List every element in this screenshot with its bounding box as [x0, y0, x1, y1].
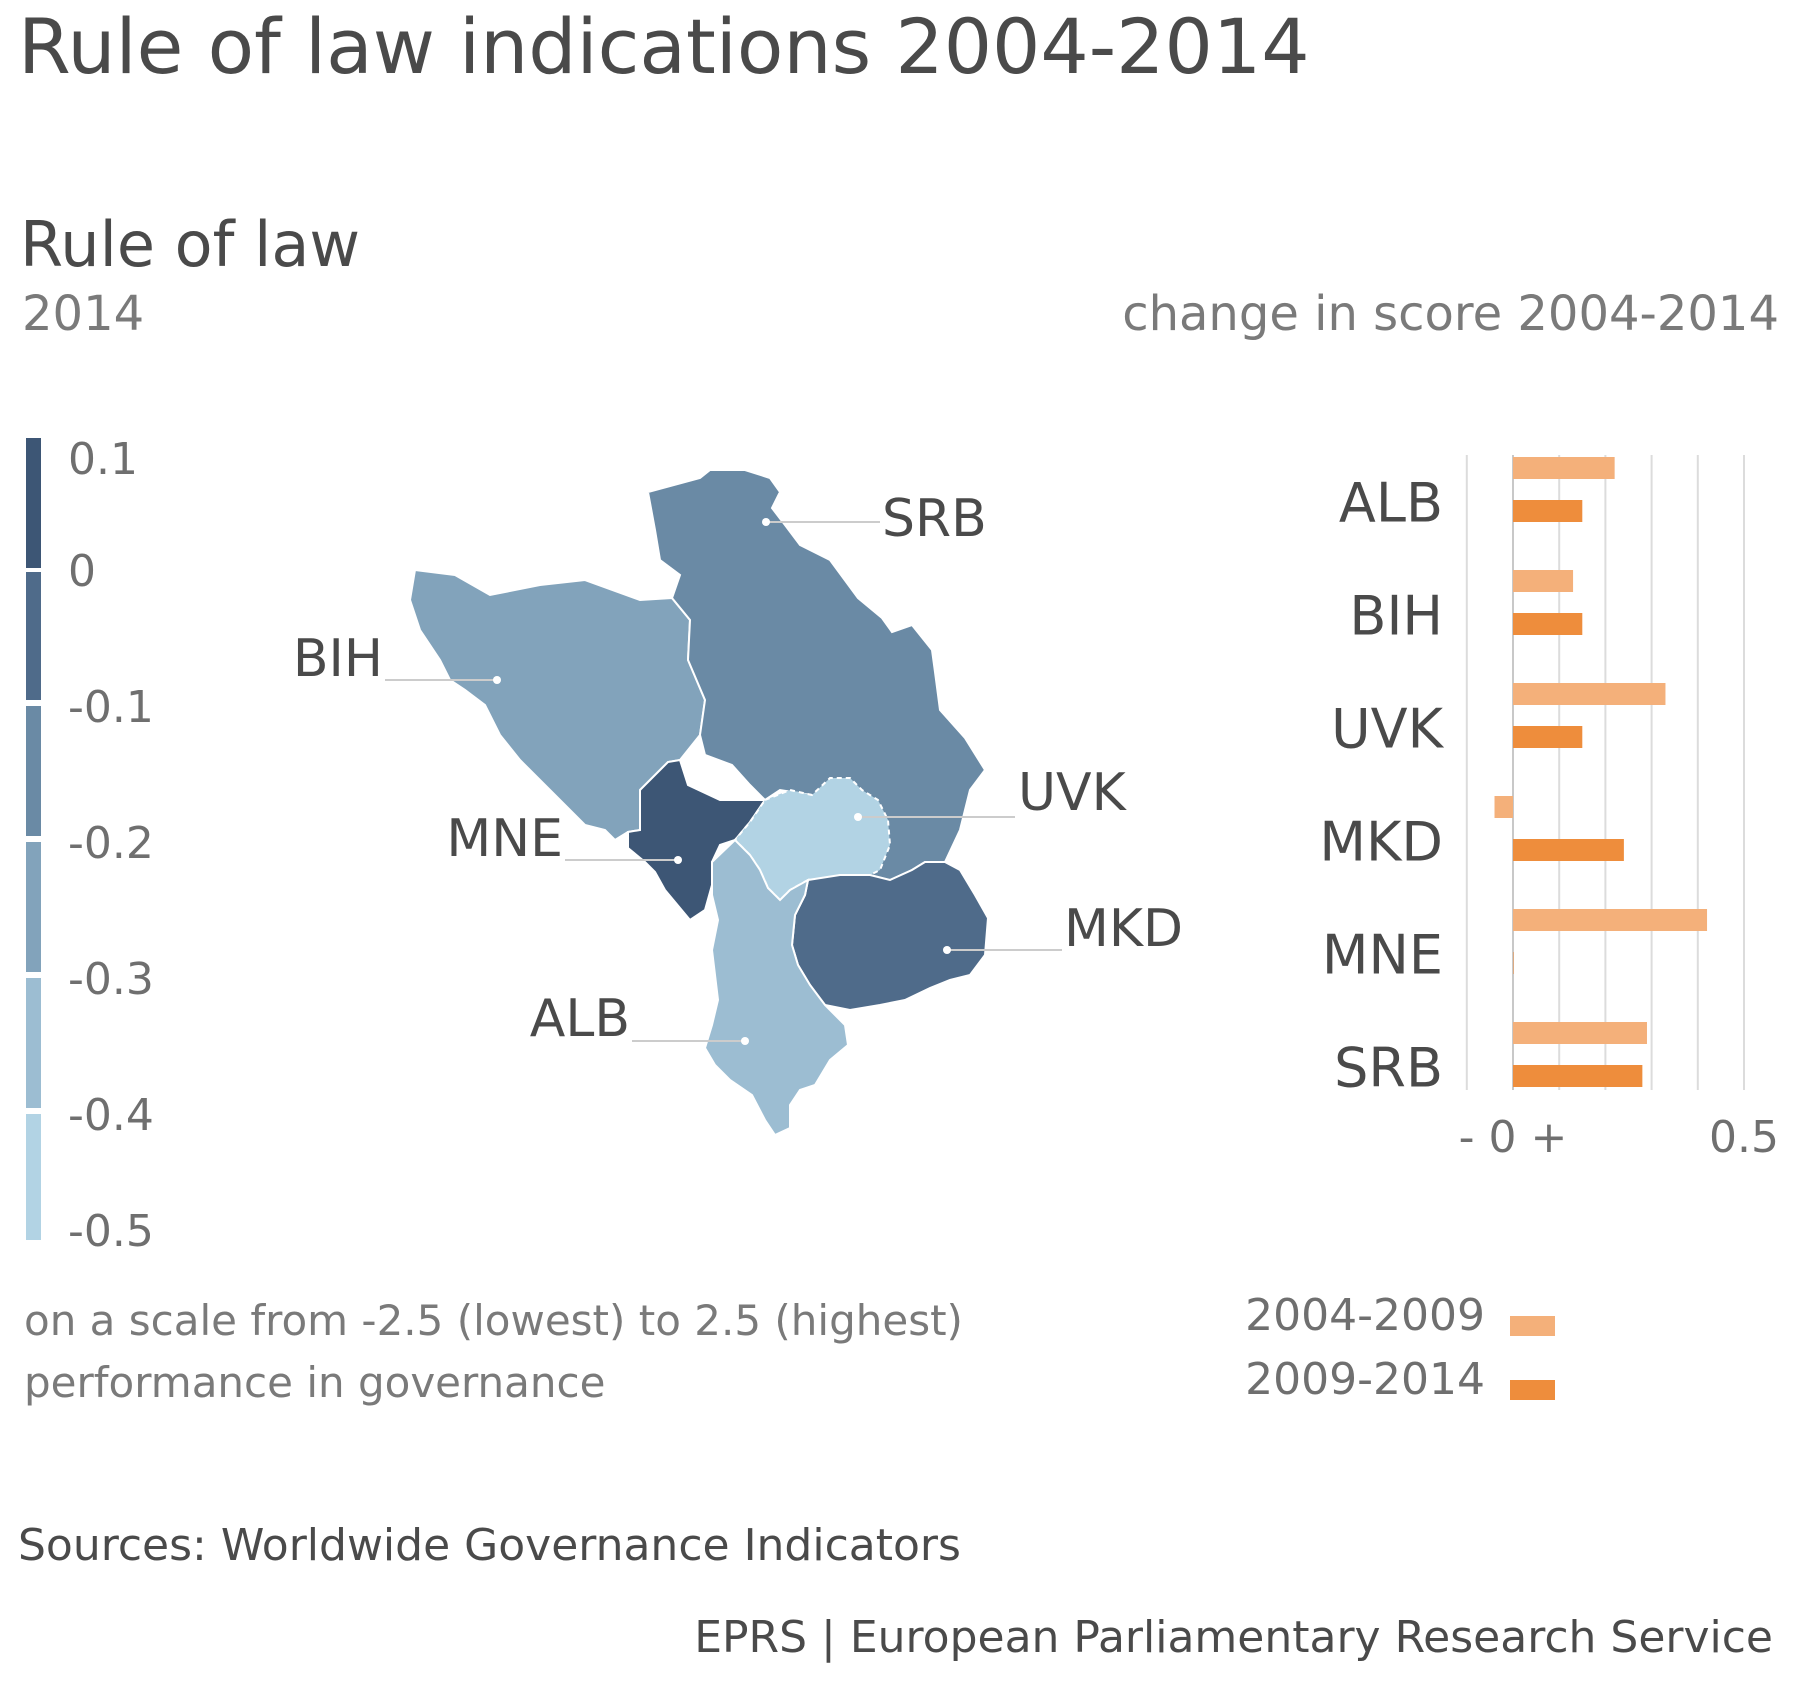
map-label-alb: ALB: [530, 989, 630, 1049]
map-label-mkd: MKD: [1064, 899, 1183, 959]
category-label-uvk: UVK: [1331, 698, 1444, 761]
scale-label: 0.1: [68, 434, 138, 485]
scale-bar-segment: [26, 1114, 41, 1240]
scale-label: -0.2: [68, 818, 154, 869]
category-label-alb: ALB: [1339, 472, 1443, 535]
bar-uvk-2009-2014: [1513, 726, 1583, 748]
scale-bar-segment: [26, 572, 41, 700]
tick-label-max: 0.5: [1709, 1112, 1779, 1163]
bar-chart-title: change in score 2004-2014: [1122, 286, 1779, 342]
legend-swatch-2009-2014: [1510, 1380, 1555, 1400]
bar-alb-2004-2009: [1513, 457, 1615, 479]
category-label-bih: BIH: [1349, 585, 1443, 648]
bar-srb-2009-2014: [1513, 1065, 1643, 1087]
region-uvk[interactable]: [733, 777, 892, 902]
scale-bar-segment: [26, 706, 41, 836]
scale-bar-segment: [26, 438, 41, 568]
category-label-srb: SRB: [1334, 1037, 1443, 1100]
region-alb[interactable]: [703, 838, 850, 1137]
leader-dot: [943, 946, 951, 954]
scale-label: 0: [68, 546, 96, 597]
category-label-mne: MNE: [1322, 924, 1443, 987]
map-label-bih: BIH: [293, 629, 383, 689]
bar-uvk-2004-2009: [1513, 683, 1666, 705]
leader-dot: [762, 518, 770, 526]
leader-dot: [854, 813, 862, 821]
tick-label-zero: - 0 +: [1459, 1112, 1568, 1163]
scale-bar-segment: [26, 978, 41, 1108]
leader-dot: [674, 856, 682, 864]
scale-label: -0.5: [68, 1206, 154, 1257]
category-label-mkd: MKD: [1319, 811, 1443, 874]
bar-mne-2009-2014: [1513, 952, 1514, 974]
scale-note-line: performance in governance: [24, 1358, 606, 1407]
legend-label-2009-2014: 2009-2014: [1245, 1354, 1485, 1405]
map-label-uvk: UVK: [1018, 763, 1128, 823]
bar-srb-2004-2009: [1513, 1022, 1647, 1044]
bar-alb-2009-2014: [1513, 500, 1583, 522]
map-label-srb: SRB: [882, 489, 987, 549]
scale-bar-segment: [26, 842, 41, 972]
legend-label-2004-2009: 2004-2009: [1245, 1290, 1485, 1341]
bar-mkd-2009-2014: [1513, 839, 1624, 861]
credit-line: EPRS | European Parliamentary Research S…: [694, 1612, 1773, 1663]
chart-title: Rule of law indications 2004-2014: [18, 2, 1310, 91]
scale-label: -0.3: [68, 954, 154, 1005]
map-label-mne: MNE: [446, 809, 563, 869]
bar-bih-2004-2009: [1513, 570, 1574, 592]
bar-bih-2009-2014: [1513, 613, 1583, 635]
bar-mkd-2004-2009: [1494, 796, 1513, 818]
map-title: Rule of law: [20, 208, 361, 281]
scale-label: -0.4: [68, 1090, 154, 1141]
bar-mne-2004-2009: [1513, 909, 1708, 931]
leader-dot: [741, 1037, 749, 1045]
sources-note: Sources: Worldwide Governance Indicators: [18, 1520, 961, 1571]
legend-swatch-2004-2009: [1510, 1316, 1555, 1336]
scale-note: on a scale from -2.5 (lowest) to 2.5 (hi…: [24, 1290, 963, 1414]
map-year: 2014: [22, 286, 145, 342]
scale-label: -0.1: [68, 682, 154, 733]
leader-dot: [493, 676, 501, 684]
scale-note-line: on a scale from -2.5 (lowest) to 2.5 (hi…: [24, 1296, 963, 1345]
